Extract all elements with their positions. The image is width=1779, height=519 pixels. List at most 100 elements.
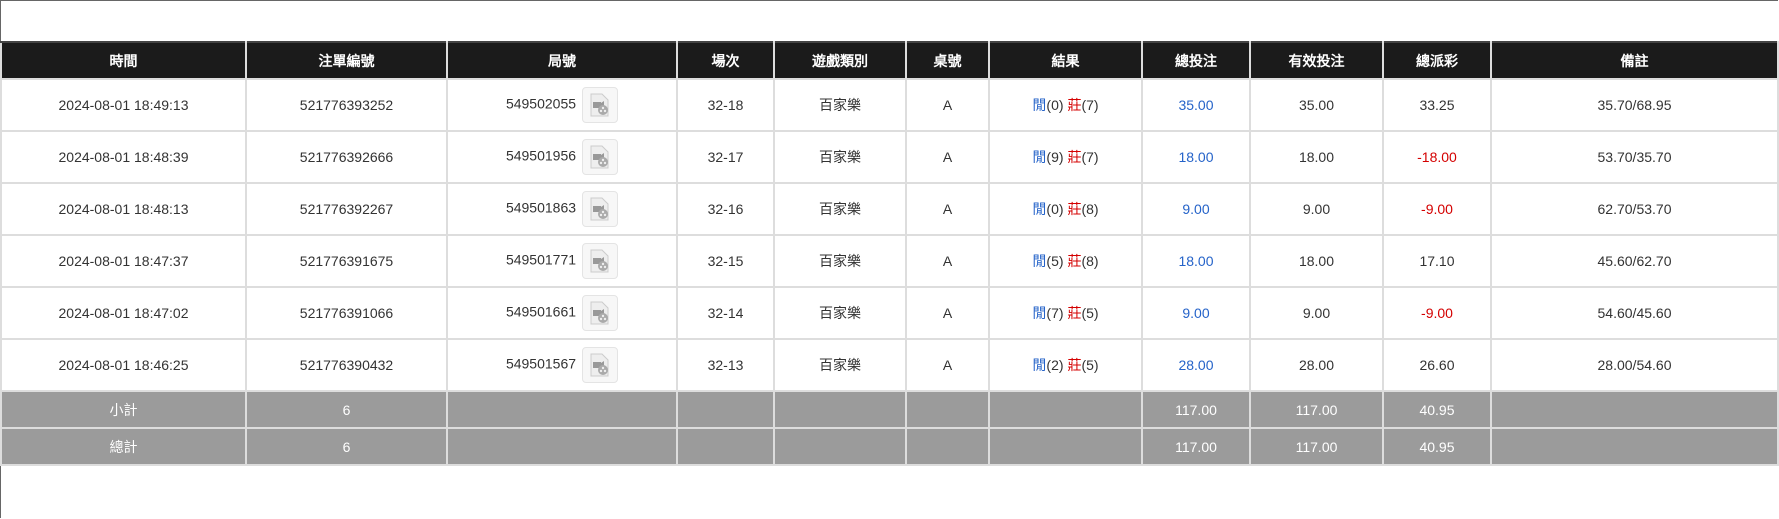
result-cell: 閒(5) 莊(8) [988, 234, 1143, 288]
column-header-round: 局號 [446, 41, 678, 80]
valid-bet-cell: 18.00 [1249, 234, 1384, 288]
player-label: 閒 [1032, 305, 1047, 321]
total-bet-cell: 18.00 [1141, 234, 1251, 288]
payout-cell: -9.00 [1382, 286, 1492, 340]
game-type-cell: 百家樂 [773, 182, 907, 236]
banker-score: (7) [1081, 97, 1099, 113]
session-cell: 32-14 [676, 286, 775, 340]
banker-score: (8) [1081, 253, 1099, 269]
video-file-icon[interactable] [582, 139, 619, 175]
player-score: (0) [1046, 97, 1064, 113]
table-no-cell: A [905, 286, 990, 340]
player-score: (2) [1046, 357, 1064, 373]
bet-id-cell: 521776393252 [245, 78, 448, 132]
note-cell: 53.70/35.70 [1490, 130, 1779, 184]
video-file-icon[interactable] [582, 87, 619, 123]
time-cell: 2024-08-01 18:47:37 [0, 234, 247, 288]
valid-bet-cell: 28.00 [1249, 338, 1384, 392]
banker-label: 莊 [1067, 97, 1082, 113]
bet-id-cell: 521776392666 [245, 130, 448, 184]
result-cell: 閒(0) 莊(7) [988, 78, 1143, 132]
game-type-cell: 百家樂 [773, 78, 907, 132]
valid-bet-cell: 9.00 [1249, 182, 1384, 236]
player-score: (9) [1046, 149, 1064, 165]
total-bet-cell: 28.00 [1141, 338, 1251, 392]
valid-bet-cell: 18.00 [1249, 130, 1384, 184]
column-header-result: 結果 [988, 41, 1143, 80]
table-row: 2024-08-01 18:48:39 521776392666 5495019… [0, 130, 1779, 184]
game-type-cell: 百家樂 [773, 130, 907, 184]
player-score: (7) [1046, 305, 1064, 321]
time-cell: 2024-08-01 18:46:25 [0, 338, 247, 392]
video-file-icon[interactable] [582, 347, 619, 383]
valid-bet-cell: 9.00 [1249, 286, 1384, 340]
round-cell: 549501956 [446, 130, 678, 184]
banker-score: (8) [1081, 201, 1099, 217]
bet-id-cell: 521776390432 [245, 338, 448, 392]
summary-total-bet: 117.00 [1141, 390, 1251, 429]
player-score: (0) [1046, 201, 1064, 217]
round-cell: 549501771 [446, 234, 678, 288]
round-number: 549501956 [505, 147, 577, 164]
time-cell: 2024-08-01 18:47:02 [0, 286, 247, 340]
video-file-icon[interactable] [582, 191, 619, 227]
note-cell: 35.70/68.95 [1490, 78, 1779, 132]
total-bet-cell: 35.00 [1141, 78, 1251, 132]
summary-count: 6 [245, 390, 448, 429]
round-number: 549501771 [505, 251, 577, 268]
summary-label: 小計 [0, 390, 247, 429]
round-cell: 549502055 [446, 78, 678, 132]
player-label: 閒 [1032, 201, 1047, 217]
time-cell: 2024-08-01 18:48:39 [0, 130, 247, 184]
bet-records-table: 時間 注單編號 局號 場次 遊戲類別 桌號 結果 總投注 有效投注 總派彩 備註 2024-08-0… [0, 41, 1779, 466]
table-row: 2024-08-01 18:47:37 521776391675 5495017… [0, 234, 1779, 288]
table-row: 2024-08-01 18:47:02 521776391066 5495016… [0, 286, 1779, 340]
game-type-cell: 百家樂 [773, 338, 907, 392]
payout-cell: 26.60 [1382, 338, 1492, 392]
table-no-cell: A [905, 182, 990, 236]
banker-score: (5) [1081, 305, 1099, 321]
summary-valid-bet: 117.00 [1249, 390, 1384, 429]
session-cell: 32-13 [676, 338, 775, 392]
table-header: 時間 注單編號 局號 場次 遊戲類別 桌號 結果 總投注 有效投注 總派彩 備註 [0, 41, 1779, 80]
bet-id-cell: 521776391675 [245, 234, 448, 288]
table-row: 2024-08-01 18:48:13 521776392267 5495018… [0, 182, 1779, 236]
column-header-payout: 總派彩 [1382, 41, 1492, 80]
banker-score: (5) [1081, 357, 1099, 373]
bet-id-cell: 521776392267 [245, 182, 448, 236]
banker-label: 莊 [1067, 305, 1082, 321]
time-cell: 2024-08-01 18:48:13 [0, 182, 247, 236]
time-cell: 2024-08-01 18:49:13 [0, 78, 247, 132]
summary-label: 總計 [0, 427, 247, 466]
summary-row: 總計 6 117.00 117.00 40.95 [0, 427, 1779, 466]
table-no-cell: A [905, 130, 990, 184]
column-header-session: 場次 [676, 41, 775, 80]
result-cell: 閒(2) 莊(5) [988, 338, 1143, 392]
total-bet-cell: 18.00 [1141, 130, 1251, 184]
summary-total-bet: 117.00 [1141, 427, 1251, 466]
payout-cell: 17.10 [1382, 234, 1492, 288]
session-cell: 32-18 [676, 78, 775, 132]
note-cell: 28.00/54.60 [1490, 338, 1779, 392]
summary-payout: 40.95 [1382, 390, 1492, 429]
game-type-cell: 百家樂 [773, 234, 907, 288]
payout-cell: -18.00 [1382, 130, 1492, 184]
player-label: 閒 [1032, 149, 1047, 165]
video-file-icon[interactable] [582, 295, 619, 331]
column-header-note: 備註 [1490, 41, 1779, 80]
round-number: 549502055 [505, 95, 577, 112]
banker-score: (7) [1081, 149, 1099, 165]
player-score: (5) [1046, 253, 1064, 269]
player-label: 閒 [1032, 253, 1047, 269]
summary-row: 小計 6 117.00 117.00 40.95 [0, 390, 1779, 429]
banker-label: 莊 [1067, 149, 1082, 165]
video-file-icon[interactable] [582, 243, 619, 279]
column-header-table-no: 桌號 [905, 41, 990, 80]
bet-id-cell: 521776391066 [245, 286, 448, 340]
column-header-valid-bet: 有效投注 [1249, 41, 1384, 80]
banker-label: 莊 [1067, 357, 1082, 373]
payout-cell: 33.25 [1382, 78, 1492, 132]
column-header-game-type: 遊戲類別 [773, 41, 907, 80]
result-cell: 閒(0) 莊(8) [988, 182, 1143, 236]
payout-cell: -9.00 [1382, 182, 1492, 236]
